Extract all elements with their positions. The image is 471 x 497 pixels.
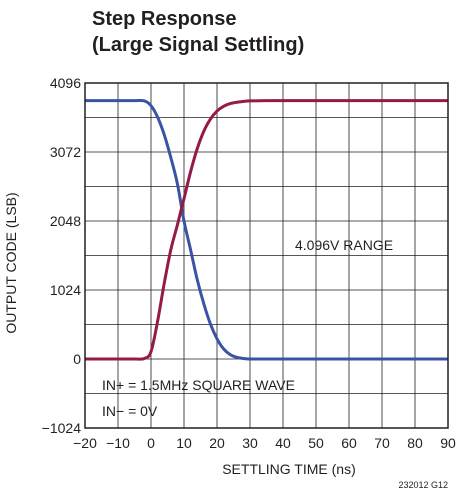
grid: [85, 83, 448, 428]
y-tick-labels: −1024 0 1024 2048 3072 4096: [42, 75, 82, 436]
x-tick-labels: −20 −10 0 10 20 30 40 50 60 70 80 90: [73, 435, 456, 451]
x-axis-title: SETTLING TIME (ns): [222, 461, 356, 477]
x-tick-label: 60: [341, 435, 357, 451]
x-tick-label: −10: [106, 435, 130, 451]
y-tick-label: 0: [73, 351, 81, 367]
range-annotation: 4.096V RANGE: [295, 237, 393, 253]
chart-subtitle: (Large Signal Settling): [92, 34, 305, 56]
x-tick-label: 70: [374, 435, 390, 451]
y-tick-label: 1024: [50, 282, 81, 298]
x-tick-label: −20: [73, 435, 97, 451]
y-axis-title: OUTPUT CODE (LSB): [3, 192, 19, 333]
in-plus-annotation: IN+ = 1.5MHz SQUARE WAVE: [102, 377, 295, 393]
series-layer: [85, 98, 448, 361]
y-tick-label: −1024: [42, 420, 82, 436]
falling-step-curve: [85, 98, 448, 361]
x-tick-label: 30: [242, 435, 258, 451]
y-tick-label: 2048: [50, 213, 81, 229]
x-tick-label: 10: [176, 435, 192, 451]
x-tick-label: 50: [308, 435, 324, 451]
plot-frame: [84, 82, 449, 429]
x-tick-label: 0: [147, 435, 155, 451]
x-tick-label: 20: [209, 435, 225, 451]
y-tick-label: 4096: [50, 75, 81, 91]
chart-title: Step Response: [92, 8, 237, 30]
y-tick-label: 3072: [50, 144, 81, 160]
figure-id: 232012 G12: [398, 480, 448, 490]
x-tick-label: 90: [440, 435, 456, 451]
rising-step-curve: [85, 99, 448, 361]
x-tick-label: 40: [275, 435, 291, 451]
x-tick-label: 80: [407, 435, 423, 451]
in-minus-annotation: IN− = 0V: [102, 403, 158, 419]
